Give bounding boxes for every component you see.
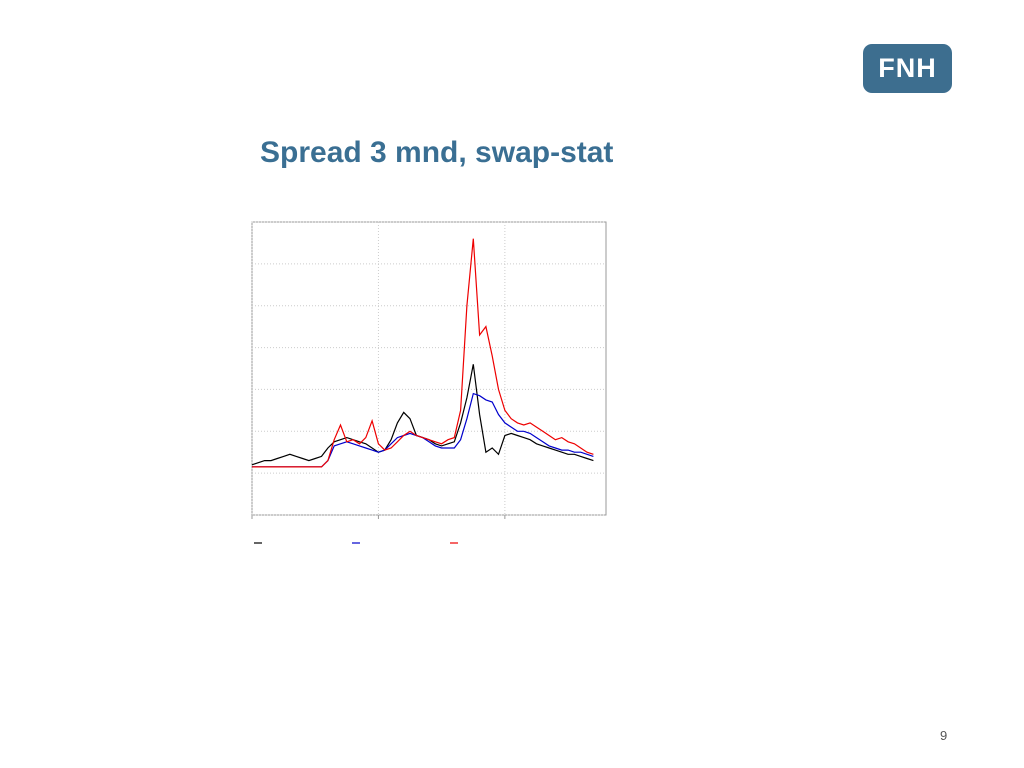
slide-title: Spread 3 mnd, swap-stat: [260, 136, 614, 169]
logo: FNH: [863, 44, 952, 93]
series-line: [252, 238, 594, 468]
plot-frame: [251, 221, 607, 516]
page-number: 9: [940, 728, 948, 743]
series-line: [251, 364, 594, 466]
